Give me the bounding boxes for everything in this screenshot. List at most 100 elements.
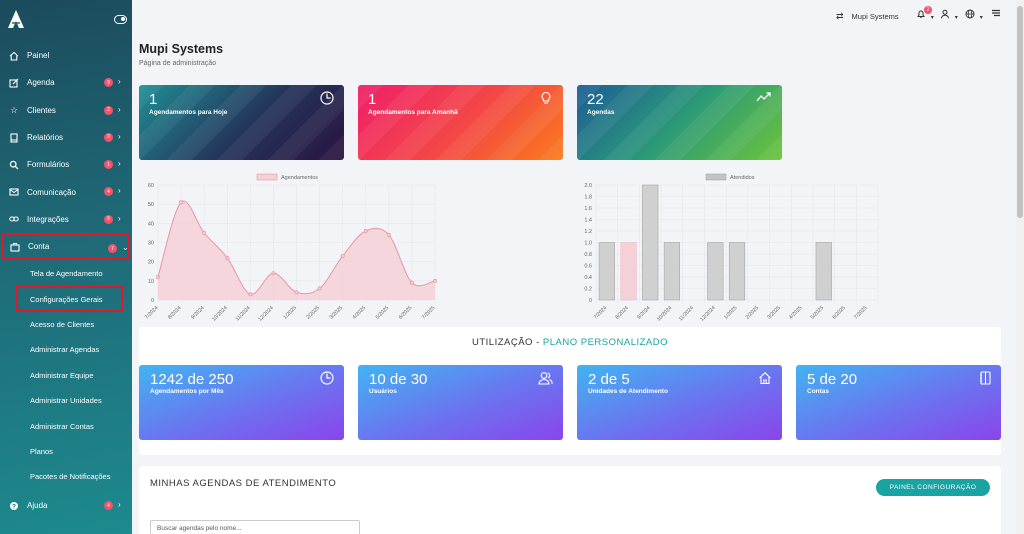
user-icon [940, 9, 953, 22]
x-tick-label: 9/2024 [190, 305, 206, 321]
y-tick-label: 1.4 [584, 218, 592, 224]
sidebar-toggle-icon[interactable] [114, 15, 127, 24]
topbar: ⇄ Mupi Systems 2 ▾ ▾ ▾ [132, 0, 1016, 30]
x-tick-label: 2/2025 [306, 305, 322, 321]
y-tick-label: 40 [148, 221, 154, 227]
company-switcher[interactable]: ⇄ Mupi Systems [836, 11, 899, 22]
star-icon: ☆ [9, 104, 19, 115]
submenu-item-acesso-clientes[interactable]: Acesso de Clientes [30, 320, 95, 330]
notebook-icon [979, 371, 991, 388]
sidebar-item-comunicacao[interactable]: Comunicação 4 › [0, 178, 132, 205]
sidebar-item-agenda[interactable]: Agenda 9 › [0, 69, 132, 96]
badge-count: 4 [104, 187, 113, 197]
x-tick-label: 4/2025 [352, 305, 368, 321]
notifications-button[interactable]: 2 ▾ [916, 6, 934, 22]
x-tick-label: 5/2025 [375, 305, 391, 321]
legend-label: Atendidos [730, 175, 755, 181]
usage-label: Contas [807, 388, 830, 395]
house-icon [758, 371, 772, 388]
sidebar-item-ajuda[interactable]: ? Ajuda 4 › [0, 492, 132, 519]
page-subtitle: Página de administração [139, 60, 217, 67]
sidebar-item-integracoes[interactable]: Integrações 6 › [0, 206, 132, 233]
usage-card-accounts[interactable]: 5 de 20 Contas [796, 365, 1001, 440]
data-point [179, 200, 184, 205]
help-icon: ? [9, 501, 19, 511]
lightbulb-icon [539, 91, 553, 108]
sidebar-item-label: Ajuda [27, 501, 48, 511]
scrollbar-thumb[interactable] [1017, 6, 1023, 218]
mail-icon [9, 187, 19, 197]
badge-count: 1 [104, 160, 113, 170]
submenu-item-pacotes-notificacoes[interactable]: Pacotes de Notificações [30, 472, 111, 482]
user-menu-button[interactable]: ▾ [940, 9, 958, 22]
submenu-item-administrar-equipe[interactable]: Administrar Equipe [30, 370, 94, 380]
y-tick-label: 1.8 [584, 195, 592, 201]
x-tick-label: 7/2025 [853, 305, 869, 321]
sidebar-nav: Painel Agenda 9 › ☆ Clientes 2 › Relatór… [0, 42, 132, 490]
x-tick-label: 4/2025 [788, 305, 804, 321]
sidebar-item-formularios[interactable]: Formulários 1 › [0, 151, 132, 178]
stat-card-agendas[interactable]: 22 Agendas [577, 85, 782, 160]
chevron-right-icon: › [118, 213, 121, 223]
sidebar-item-label: Painel [27, 51, 50, 61]
agenda-search-input[interactable] [150, 520, 360, 534]
x-tick-label: 10/2024 [211, 305, 229, 322]
usage-card-units[interactable]: 2 de 5 Unidades de Atendimento [577, 365, 782, 440]
stat-card-today[interactable]: 1 Agendamentos para Hoje [139, 85, 344, 160]
x-tick-label: 2/2025 [745, 305, 761, 321]
agendas-title: MINHAS AGENDAS DE ATENDIMENTO [150, 478, 337, 489]
usage-value: 2 de 5 [588, 371, 630, 388]
sidebar-item-relatorios[interactable]: Relatórios 3 › [0, 124, 132, 151]
painel-configuracao-button[interactable]: PAINEL CONFIGURAÇÃO [876, 479, 990, 496]
notification-badge: 2 [924, 6, 932, 14]
y-tick-label: 50 [148, 202, 154, 208]
sidebar-item-conta[interactable]: Conta 7 ⌄ [2, 233, 130, 261]
submenu-item-administrar-agendas[interactable]: Administrar Agendas [30, 345, 100, 355]
page-scrollbar[interactable] [1016, 0, 1024, 534]
submenu-item-tela-agendamento[interactable]: Tela de Agendamento [30, 269, 103, 279]
globe-icon [965, 9, 978, 22]
usage-card-users[interactable]: 10 de 30 Usuários [358, 365, 563, 440]
badge-count: 3 [104, 132, 113, 142]
sidebar-item-label: Formulários [27, 160, 70, 170]
x-tick-label: 9/2024 [636, 305, 652, 321]
company-name: Mupi Systems [851, 12, 899, 21]
search-icon [9, 160, 19, 170]
logo-icon[interactable] [8, 10, 24, 28]
x-tick-label: 6/2025 [831, 305, 847, 321]
book-icon [9, 132, 19, 143]
submenu-item-administrar-contas[interactable]: Administrar Contas [30, 421, 94, 431]
submenu-item-administrar-unidades[interactable]: Administrar Unidades [30, 396, 102, 406]
x-tick-label: 7/2025 [421, 305, 437, 321]
language-button[interactable]: ▾ [965, 9, 983, 22]
badge-count: 9 [104, 78, 113, 88]
data-bar [598, 242, 615, 301]
badge-count: 6 [104, 214, 113, 224]
x-tick-label: 7/2024 [593, 305, 609, 321]
sidebar-help: ? Ajuda 4 › [0, 492, 132, 519]
sidebar-item-clientes[interactable]: ☆ Clientes 2 › [0, 97, 132, 124]
usage-title-prefix: UTILIZAÇÃO - [471, 337, 543, 348]
stat-card-tomorrow[interactable]: 1 Agendamentos para Amanhã [358, 85, 563, 160]
y-tick-label: 1.2 [584, 229, 592, 235]
y-tick-label: 20 [148, 260, 154, 266]
chevron-down-icon: ⌄ [122, 243, 129, 253]
usage-card-appointments[interactable]: 1242 de 250 Agendamentos por Mês [139, 365, 344, 440]
sidebar-item-label: Comunicação [27, 187, 76, 197]
menu-button[interactable] [991, 8, 1001, 21]
usage-panel: UTILIZAÇÃO - PLANO PERSONALIZADO 1242 de… [139, 327, 1001, 455]
x-tick-label: 6/2025 [398, 305, 414, 321]
legend-label: Agendamentos [281, 175, 318, 181]
chevron-right-icon: › [118, 77, 121, 87]
usage-label: Unidades de Atendimento [588, 388, 668, 395]
appointments-area-chart: 0 10 20 30 40 50 60 7/2024 8/2024 9/2024 10/2024 11… [144, 173, 437, 322]
submenu-item-configuracoes-gerais[interactable]: Configurações Gerais [16, 286, 123, 312]
trend-icon [756, 91, 772, 106]
y-tick-label: 10 [148, 279, 154, 285]
y-tick-label: 1.6 [584, 206, 592, 212]
data-point [363, 229, 368, 233]
sidebar-item-painel[interactable]: Painel [0, 42, 132, 69]
submenu-item-planos[interactable]: Planos [30, 447, 53, 456]
data-bar [663, 242, 680, 301]
usage-label: Agendamentos por Mês [150, 388, 224, 395]
